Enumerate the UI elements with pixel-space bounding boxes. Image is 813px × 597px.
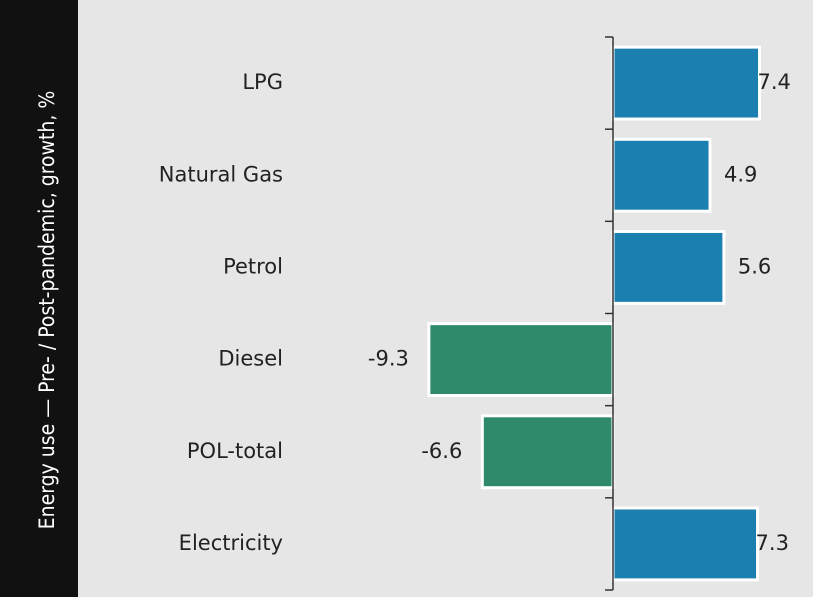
value-label: -6.6	[421, 439, 462, 463]
category-label: Electricity	[179, 531, 283, 555]
category-label: POL-total	[187, 439, 283, 463]
bar	[611, 506, 760, 582]
chart-title: Energy use — Pre- / Post-pandemic, growt…	[35, 91, 59, 530]
value-label: -9.3	[368, 347, 409, 371]
bar	[611, 45, 762, 121]
bar	[480, 414, 615, 490]
bar	[427, 322, 615, 398]
category-label: Diesel	[218, 347, 283, 371]
value-label: 7.4	[758, 70, 791, 94]
bar	[611, 137, 712, 213]
value-label: 5.6	[738, 254, 771, 278]
category-label: Natural Gas	[159, 162, 283, 186]
bar	[611, 229, 726, 305]
category-label: LPG	[242, 70, 283, 94]
title-band	[0, 0, 78, 597]
category-label: Petrol	[223, 254, 283, 278]
value-label: 4.9	[724, 162, 757, 186]
value-label: 7.3	[756, 531, 789, 555]
